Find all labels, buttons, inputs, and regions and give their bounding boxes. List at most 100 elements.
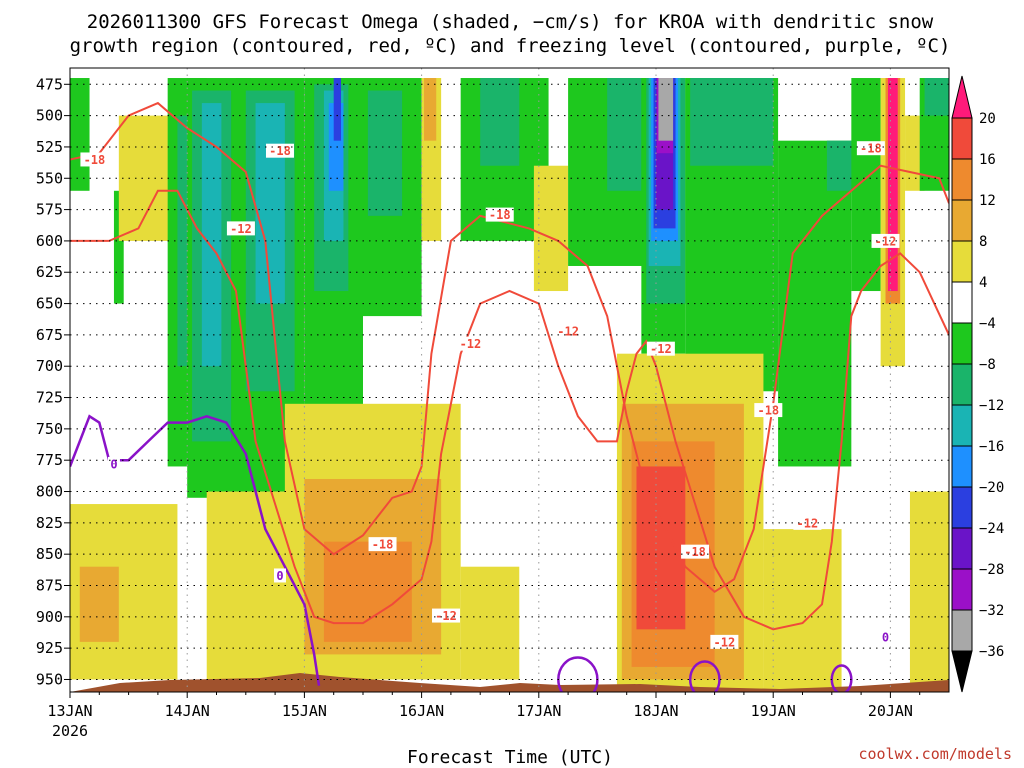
y-tick-label-3: 550 <box>36 169 63 187</box>
contour-label-5: -12 <box>557 325 579 339</box>
colorbar-label-4: 4 <box>979 275 987 291</box>
colorbar-label-5: −4 <box>979 316 996 332</box>
y-tick-label-13: 800 <box>36 483 63 501</box>
omega-cell-10 <box>255 103 285 304</box>
y-tick-label-19: 950 <box>36 670 63 688</box>
x-tick-label-3: 16JAN <box>399 702 444 720</box>
terrain-fill <box>70 673 949 692</box>
contour-label-bg-12 <box>793 515 822 530</box>
omega-cell-15 <box>333 78 342 141</box>
contour-label-0: -18 <box>84 153 106 167</box>
colorbar-bin-6 <box>951 322 973 365</box>
grid-lines <box>70 68 949 692</box>
y-tick-label-7: 650 <box>36 295 63 313</box>
contour-label-6: -18 <box>372 538 394 552</box>
y-tick-label-16: 875 <box>36 576 63 594</box>
colorbar-label-11: −28 <box>979 562 1004 578</box>
colorbar-label-3: 8 <box>979 234 987 250</box>
y-tick-label-10: 725 <box>36 389 63 407</box>
contour-label-8: -12 <box>650 342 672 356</box>
y-tick-label-11: 750 <box>36 420 63 438</box>
contour-label-bg-0 <box>80 152 109 167</box>
x-tick-label-4: 17JAN <box>516 702 561 720</box>
colorbar-bin-1 <box>951 117 973 160</box>
contour-label-10: -12 <box>714 635 736 649</box>
omega-cell-22 <box>533 165 569 292</box>
colorbar-label-9: −20 <box>979 480 1004 496</box>
x-tick-label-7: 20JAN <box>868 702 913 720</box>
omega-cell-19 <box>424 78 437 141</box>
colorbar-bin-12 <box>951 568 973 611</box>
colorbar-label-8: −16 <box>979 439 1004 455</box>
contour-label-12: -12 <box>797 516 819 530</box>
y-tick-label-6: 625 <box>36 263 63 281</box>
colorbar-bin-7 <box>951 363 973 406</box>
omega-cell-32 <box>658 78 674 141</box>
contour-label-bg-14 <box>871 233 900 248</box>
omega-cell-24 <box>607 78 642 191</box>
y-tick-label-12: 775 <box>36 451 63 469</box>
contour-label-bg-11 <box>754 403 783 418</box>
omega-cell-7 <box>201 103 222 367</box>
colorbar-label-12: −32 <box>979 603 1004 619</box>
x-tick-label-6: 19JAN <box>751 702 796 720</box>
contour-label-14: -12 <box>875 234 897 248</box>
colorbar-label-2: 12 <box>979 193 996 209</box>
colorbar-bin-8 <box>951 404 973 447</box>
omega-cell-17 <box>367 90 403 216</box>
colorbar-label-10: −24 <box>979 521 1004 537</box>
y-axis: 475 500 525 550 575 600 625 650 675 700 725 750 775 8… <box>36 75 70 688</box>
contour-label-bg-3 <box>485 207 514 222</box>
x-tick-label-1: 14JAN <box>165 702 210 720</box>
contour-label-3: -18 <box>489 208 511 222</box>
freezing-level-contour <box>70 414 321 686</box>
colorbar-bin-10 <box>951 486 973 529</box>
colorbar-label-1: 16 <box>979 152 996 168</box>
contour-label-11: -18 <box>757 404 779 418</box>
omega-cell-35 <box>778 140 852 467</box>
contour-label-bg-6 <box>368 537 397 552</box>
colorbar-bin-3 <box>951 199 973 242</box>
colorbar: 20 16 12 8 4 −4 −8 −12 −16 −20 −24 −28 −32 −36 <box>951 75 1004 693</box>
colorbar-label-13: −36 <box>979 644 1004 660</box>
y-tick-label-4: 575 <box>36 201 63 219</box>
omega-cell-54 <box>636 466 686 630</box>
omega-cell-43 <box>924 78 949 116</box>
omega-cell-34 <box>690 78 774 166</box>
contour-label-4: -12 <box>460 337 482 351</box>
colorbar-bin-13 <box>951 609 973 652</box>
contour-label-15: 0 <box>110 457 117 471</box>
y-tick-label-0: 475 <box>36 75 63 93</box>
colorbar-bottom-arrow <box>951 650 973 693</box>
contour-label-bg-5 <box>554 324 583 339</box>
omega-cell-21 <box>480 78 520 166</box>
x-tick-label-5: 18JAN <box>633 702 678 720</box>
y-tick-label-9: 700 <box>36 357 63 375</box>
contour-label-16: 0 <box>276 569 283 583</box>
y-tick-label-15: 850 <box>36 545 63 563</box>
y-tick-label-2: 525 <box>36 138 63 156</box>
omega-shading <box>70 78 949 692</box>
contour-label-bg-10 <box>710 634 739 649</box>
colorbar-bin-5 <box>951 281 973 324</box>
x-tick-label-0: 13JAN <box>47 702 92 720</box>
colorbar-bin-9 <box>951 445 973 488</box>
colorbar-label-0: 20 <box>979 111 996 127</box>
contour-lines: -18 -12 -18 -18 -12 -12 -18 -12 -12 -18 -12 -18 -12 -… <box>70 101 949 692</box>
y-tick-label-8: 675 <box>36 326 63 344</box>
dgz-minus18-contour <box>70 101 949 594</box>
contour-label-bg-4 <box>456 336 485 351</box>
colorbar-bin-4 <box>951 240 973 283</box>
omega-cell-50 <box>460 566 520 680</box>
omega-cell-1 <box>113 190 124 304</box>
contour-label-bg-13 <box>856 141 885 156</box>
credit-text[interactable]: coolwx.com/models <box>858 745 1012 763</box>
y-tick-label-17: 900 <box>36 608 63 626</box>
omega-cell-49 <box>323 541 412 642</box>
contour-label-17: 0 <box>882 630 889 644</box>
colorbar-bin-2 <box>951 158 973 201</box>
contour-label-bg-1 <box>226 221 255 236</box>
omega-cell-40 <box>887 78 898 292</box>
contour-label-7: -12 <box>435 609 457 623</box>
colorbar-bin-11 <box>951 527 973 570</box>
